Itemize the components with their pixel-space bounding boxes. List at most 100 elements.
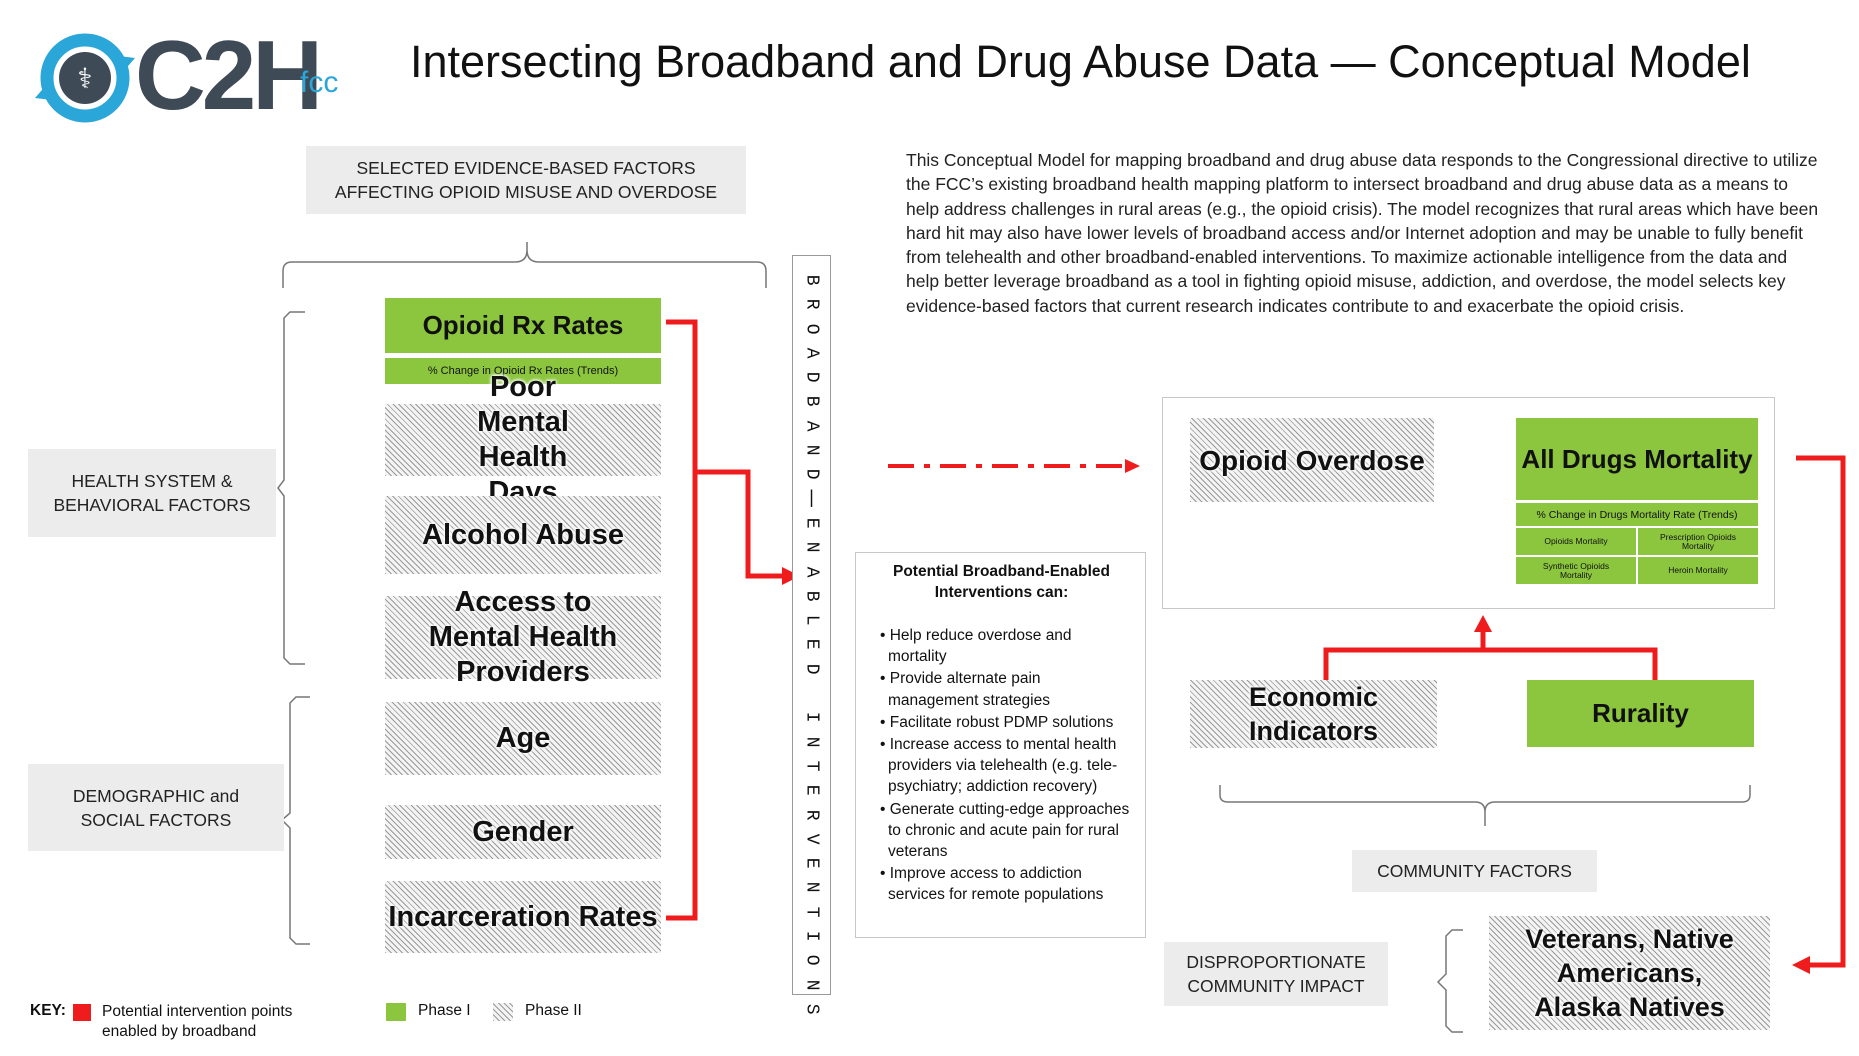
opioid-overdose-box: Opioid Overdose (1190, 418, 1434, 502)
factor-access-mental-health: Access to Mental Health Providers (385, 586, 661, 688)
vertical-label-letter: T (801, 906, 822, 918)
vertical-label-letter: E (801, 639, 822, 651)
vertical-label-letter: R (801, 809, 822, 821)
red-arrowhead-left (782, 567, 800, 585)
key-label: KEY: (30, 1002, 66, 1019)
health-group-label: HEALTH SYSTEM & BEHAVIORAL FACTORS (28, 449, 276, 537)
red-arrowhead-right (1792, 956, 1810, 974)
vertical-label-letter: D (801, 371, 822, 383)
vertical-label-letter: O (801, 955, 822, 966)
vertical-label-letter: E (801, 517, 822, 529)
veterans-label: Veterans, Native Americans, Alaska Nativ… (1525, 924, 1734, 1022)
page-title: Intersecting Broadband and Drug Abuse Da… (410, 36, 1751, 87)
interventions-box: Potential Broadband-Enabled Intervention… (855, 552, 1146, 938)
vertical-label-letter: B (801, 590, 822, 602)
red-connector-left (695, 469, 782, 579)
key-red-swatch (73, 1004, 91, 1021)
key-phase2-text: Phase II (525, 1002, 582, 1019)
factor-poor-mental-health: Poor Mental Health Days (385, 371, 661, 508)
logo-mark-icon: ⚕ (35, 33, 135, 123)
vertical-label-letter: N (801, 542, 822, 553)
factor-gender-label: Gender (472, 815, 574, 848)
vertical-label-letter: D (801, 469, 822, 480)
vertical-label-letter: N (801, 882, 822, 893)
selected-brace (282, 242, 767, 288)
opioid-rx-trend: % Change in Opioid Rx Rates (Trends) (385, 358, 661, 384)
key-phase2-swatch (493, 1003, 513, 1021)
rurality-box: Rurality (1527, 680, 1754, 747)
intervention-item: • Facilitate robust PDMP solutions (880, 713, 1114, 731)
disproportionate-impact-label: DISPROPORTIONATE COMMUNITY IMPACT (1164, 942, 1388, 1006)
vertical-label-letter: B (801, 396, 822, 408)
vertical-label-letter: N (801, 979, 822, 991)
vertical-label-letter: E (801, 857, 822, 869)
factor-gender: Gender (385, 805, 661, 859)
community-brace (1219, 785, 1751, 826)
all-drugs-mortality-box: All Drugs Mortality (1516, 418, 1758, 500)
factor-alcohol-abuse-label: Alcohol Abuse (422, 518, 624, 551)
logo-text: C2H (135, 20, 323, 130)
key-phase1-swatch (386, 1003, 406, 1021)
factor-incarceration-label: Incarceration Rates (388, 900, 658, 933)
demo-brace (280, 696, 310, 945)
health-brace (277, 311, 305, 665)
dispro-brace (1436, 929, 1463, 1033)
vertical-label-letter: R (801, 299, 822, 310)
opioid-overdose-label: Opioid Overdose (1199, 444, 1425, 476)
factor-age: Age (385, 702, 661, 775)
vertical-label-letter: T (801, 760, 822, 772)
prescription-opioids-cell: Prescription Opioids Mortality (1638, 528, 1758, 555)
heroin-mortality-cell: Heroin Mortality (1638, 557, 1758, 584)
community-factors-label: COMMUNITY FACTORS (1352, 850, 1597, 892)
synthetic-opioids-cell: Synthetic Opioids Mortality (1516, 557, 1636, 584)
vertical-label-letter: A (801, 420, 822, 432)
opioids-mortality-cell: Opioids Mortality (1516, 528, 1636, 555)
selected-factors-header: SELECTED EVIDENCE-BASED FACTORS AFFECTIN… (306, 146, 746, 214)
intervention-item: • Generate cutting-edge approaches to ch… (880, 800, 1130, 861)
intervention-item: • Increase access to mental health provi… (880, 736, 1118, 796)
intro-paragraph: This Conceptual Model for mapping broadb… (906, 150, 1819, 316)
vertical-label-letter: A (801, 347, 822, 359)
vertical-label-letter: D (801, 663, 822, 675)
factor-age-label: Age (495, 722, 551, 754)
interventions-title: Potential Broadband-Enabled Intervention… (892, 563, 1110, 601)
factor-alcohol-abuse: Alcohol Abuse (385, 496, 661, 574)
vertical-label-letter: E (801, 784, 822, 796)
intervention-item: • Provide alternate pain management stra… (880, 670, 1050, 709)
vertical-label-letter: O (801, 323, 822, 335)
logo-subtext: fcc (300, 66, 339, 99)
community-arrowhead (1474, 615, 1492, 632)
svg-text:⚕: ⚕ (77, 62, 92, 95)
c2h-logo: ⚕ C2H fcc (30, 20, 350, 130)
dashed-red-arrowhead (1125, 459, 1140, 473)
vertical-label-letter: | (806, 488, 817, 509)
vertical-label-letter: N (801, 444, 822, 456)
vertical-label-letter: I (801, 930, 822, 942)
interventions-list: • Help reduce overdose and mortality • P… (870, 625, 1133, 906)
key-red-text: Potential intervention points enabled by… (102, 1003, 293, 1040)
demo-group-label: DEMOGRAPHIC and SOCIAL FACTORS (28, 764, 284, 851)
vertical-label-letter: B (801, 274, 822, 286)
vertical-label-letter: A (801, 566, 822, 578)
vertical-label-letter: S (801, 1003, 822, 1015)
vertical-label-letter (799, 688, 823, 699)
community-connector (1323, 647, 1658, 685)
economic-indicators-box: Economic Indicators (1190, 680, 1437, 748)
intervention-item: • Improve access to addiction services f… (880, 865, 1104, 904)
red-bracket-left (666, 319, 698, 921)
veterans-box: Veterans, Native Americans, Alaska Nativ… (1489, 916, 1770, 1030)
factor-incarceration: Incarceration Rates (385, 881, 661, 953)
vertical-label-letter: V (801, 833, 822, 845)
vertical-label-letter: N (801, 736, 822, 748)
opioid-rx-box: Opioid Rx Rates (385, 298, 661, 353)
intervention-item: • Help reduce overdose and mortality (880, 627, 1072, 666)
factor-poor-mental-health-label: Poor Mental Health Days (477, 371, 569, 508)
vertical-label-letter: L (801, 614, 822, 626)
economic-indicators-label: Economic Indicators (1248, 682, 1379, 746)
mortality-subgrid: Opioids Mortality Prescription Opioids M… (1516, 528, 1758, 584)
factor-access-mental-health-label: Access to Mental Health Providers (428, 586, 618, 688)
vertical-label-letter: I (801, 712, 822, 723)
all-drugs-trend: % Change in Drugs Mortality Rate (Trends… (1516, 503, 1758, 526)
